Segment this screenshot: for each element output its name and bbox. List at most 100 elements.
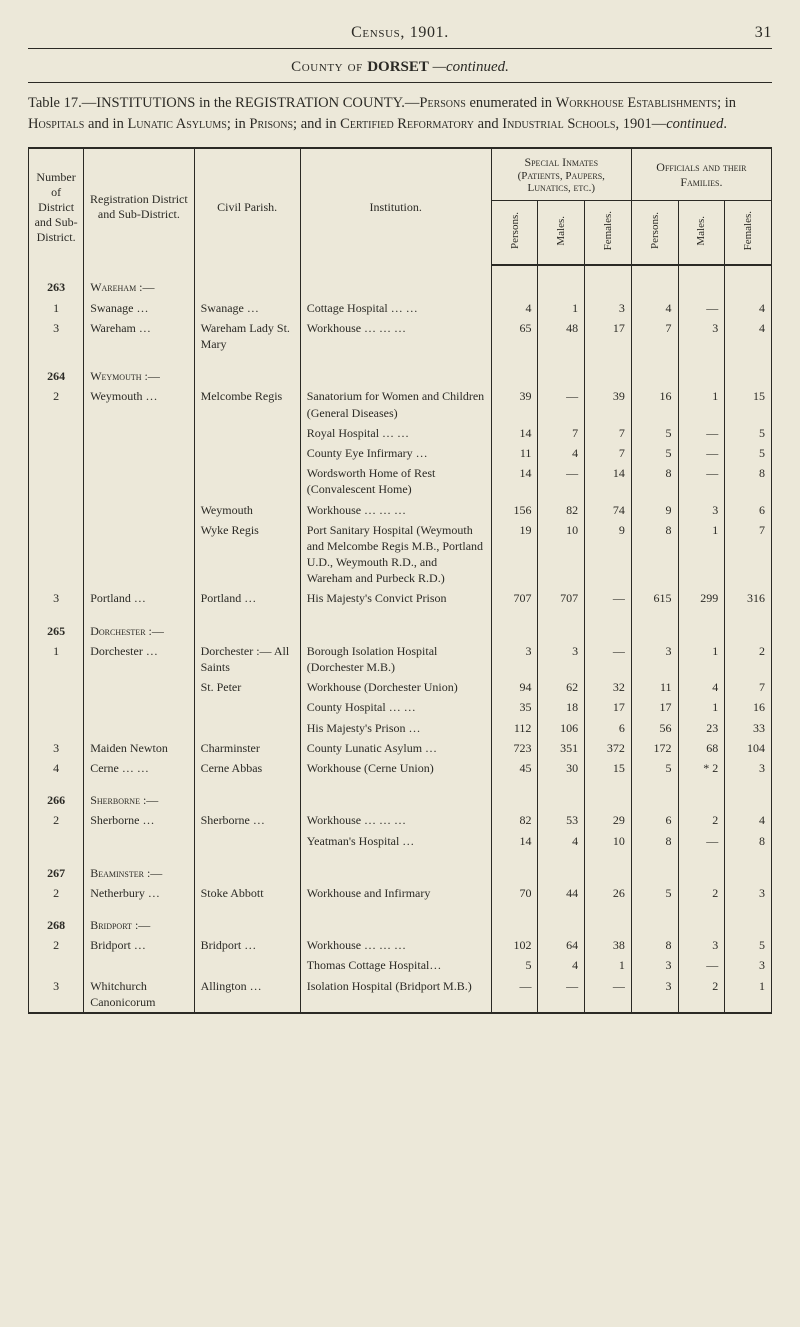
cell-district-no: 1 [29,641,84,677]
cell-parish [194,609,300,641]
cell-parish: Charminster [194,738,300,758]
cell-fm: 4 [678,677,725,697]
table-row: 265Dorchester :— [29,609,772,641]
cell-parish [194,463,300,499]
cell-fm: 1 [678,697,725,717]
cell-parish: Portland … [194,588,300,608]
cell-if [585,851,632,883]
cell-institution: County Eye Infirmary … [300,443,491,463]
cell-fm: 68 [678,738,725,758]
table-row: His Majesty's Prison …1121066562333 [29,718,772,738]
cell-im: 48 [538,318,585,354]
cell-registration: Wareham … [84,318,194,354]
cell-if: 26 [585,883,632,903]
th-families-males: Males. [678,201,725,266]
cell-district-no: 267 [29,851,84,883]
table-row: St. PeterWorkhouse (Dorchester Union)946… [29,677,772,697]
cell-ip: — [491,976,538,1013]
cell-district-no [29,443,84,463]
th-families-persons-text: Persons. [649,208,661,253]
cell-registration: Portland … [84,588,194,608]
cell-fp: 6 [631,810,678,830]
table-row: Royal Hospital … …14775—5 [29,423,772,443]
cell-im: 7 [538,423,585,443]
cell-district-no: 264 [29,354,84,386]
cell-im [538,778,585,810]
cell-im: 64 [538,935,585,955]
cell-district-no [29,697,84,717]
cell-district-no: 4 [29,758,84,778]
cell-fm: 2 [678,976,725,1013]
cell-if: — [585,976,632,1013]
table-row: 264Weymouth :— [29,354,772,386]
cell-parish: Swanage … [194,298,300,318]
cell-district-no: 266 [29,778,84,810]
table-row: 2Weymouth …Melcombe RegisSanatorium for … [29,386,772,422]
cell-if: 372 [585,738,632,758]
cell-fp [631,354,678,386]
cell-ff: 5 [725,935,772,955]
cell-fm: 299 [678,588,725,608]
cell-im: — [538,976,585,1013]
cell-ff: 104 [725,738,772,758]
cell-if [585,903,632,935]
cell-institution: Borough Isolation Hospital (Dorchester M… [300,641,491,677]
th-registration: Registration District and Sub-District. [84,148,194,265]
cell-parish: Bridport … [194,935,300,955]
cell-if: 3 [585,298,632,318]
cell-district-no [29,718,84,738]
table-row: Wyke RegisPort Sanitary Hospital (Weymou… [29,520,772,589]
cell-district-no: 263 [29,265,84,297]
cell-ip [491,354,538,386]
cell-im: 82 [538,500,585,520]
cell-registration: Weymouth :— [84,354,194,386]
table-row: 266Sherborne :— [29,778,772,810]
cell-fm: 1 [678,520,725,589]
cell-institution: Wordsworth Home of Rest (Convalescent Ho… [300,463,491,499]
cell-institution: Isolation Hospital (Bridport M.B.) [300,976,491,1013]
cell-registration: Beaminster :— [84,851,194,883]
table-row: 3Maiden NewtonCharminsterCounty Lunatic … [29,738,772,758]
th-group-inmates-text: Special Inmates [524,155,598,169]
cell-parish [194,903,300,935]
cell-ff: 5 [725,443,772,463]
cell-fm: 3 [678,318,725,354]
table-row: 267Beaminster :— [29,851,772,883]
cell-registration [84,831,194,851]
cell-parish [194,718,300,738]
cell-institution: Port Sanitary Hospital (Weymouth and Mel… [300,520,491,589]
table-body: 263Wareham :—1Swanage …Swanage …Cottage … [29,265,772,1013]
table-row: 2Bridport …Bridport …Workhouse … … …1026… [29,935,772,955]
cell-fm: 1 [678,386,725,422]
cell-institution: County Lunatic Asylum … [300,738,491,758]
cell-fp: 5 [631,423,678,443]
rule-top [28,48,772,49]
th-district-no-text: Number of District and Sub-District. [35,170,78,244]
cell-ip: 5 [491,955,538,975]
cell-ff: 3 [725,758,772,778]
cell-fp [631,778,678,810]
cell-ip: 45 [491,758,538,778]
cell-district-no: 3 [29,738,84,758]
cell-institution: His Majesty's Prison … [300,718,491,738]
cell-ff: 7 [725,677,772,697]
cell-institution [300,265,491,297]
cell-fp: 8 [631,463,678,499]
cell-institution: Workhouse … … … [300,810,491,830]
cell-institution [300,778,491,810]
cell-fm: 1 [678,641,725,677]
cell-registration [84,955,194,975]
cell-district-no: 2 [29,386,84,422]
cell-registration [84,500,194,520]
cell-institution: Royal Hospital … … [300,423,491,443]
cell-im: 62 [538,677,585,697]
cell-fm: 3 [678,500,725,520]
cell-parish: Melcombe Regis [194,386,300,422]
cell-institution: Workhouse (Dorchester Union) [300,677,491,697]
th-inmates-males: Males. [538,201,585,266]
cell-im: 351 [538,738,585,758]
cell-fm: 2 [678,810,725,830]
cell-parish [194,831,300,851]
cell-if: 15 [585,758,632,778]
cell-if: 32 [585,677,632,697]
